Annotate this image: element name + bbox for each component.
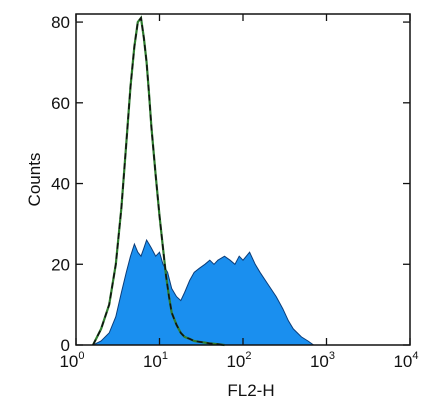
y-tick-label-0: 0 bbox=[61, 336, 70, 355]
x-tick-label-1: 101 bbox=[143, 350, 168, 371]
y-axis-label: Counts bbox=[25, 153, 44, 207]
x-tick-label-2: 102 bbox=[226, 350, 251, 371]
x-axis-label: FL2-H bbox=[227, 381, 274, 400]
x-tick-label-3: 103 bbox=[310, 350, 335, 371]
plot-area bbox=[92, 15, 316, 347]
y-tick-label-4: 80 bbox=[51, 13, 70, 32]
y-tick-label-2: 40 bbox=[51, 175, 70, 194]
x-tick-label-0: 100 bbox=[59, 350, 84, 371]
series-0-filled-histogram bbox=[92, 238, 316, 346]
y-tick-label-3: 60 bbox=[51, 94, 70, 113]
x-tick-label-4: 104 bbox=[393, 350, 418, 371]
y-tick-label-1: 20 bbox=[51, 255, 70, 274]
series-1-dashed-overlay bbox=[92, 16, 225, 346]
axis-ticks: 100 101 102 103 104 0 20 40 60 80 bbox=[51, 13, 418, 371]
